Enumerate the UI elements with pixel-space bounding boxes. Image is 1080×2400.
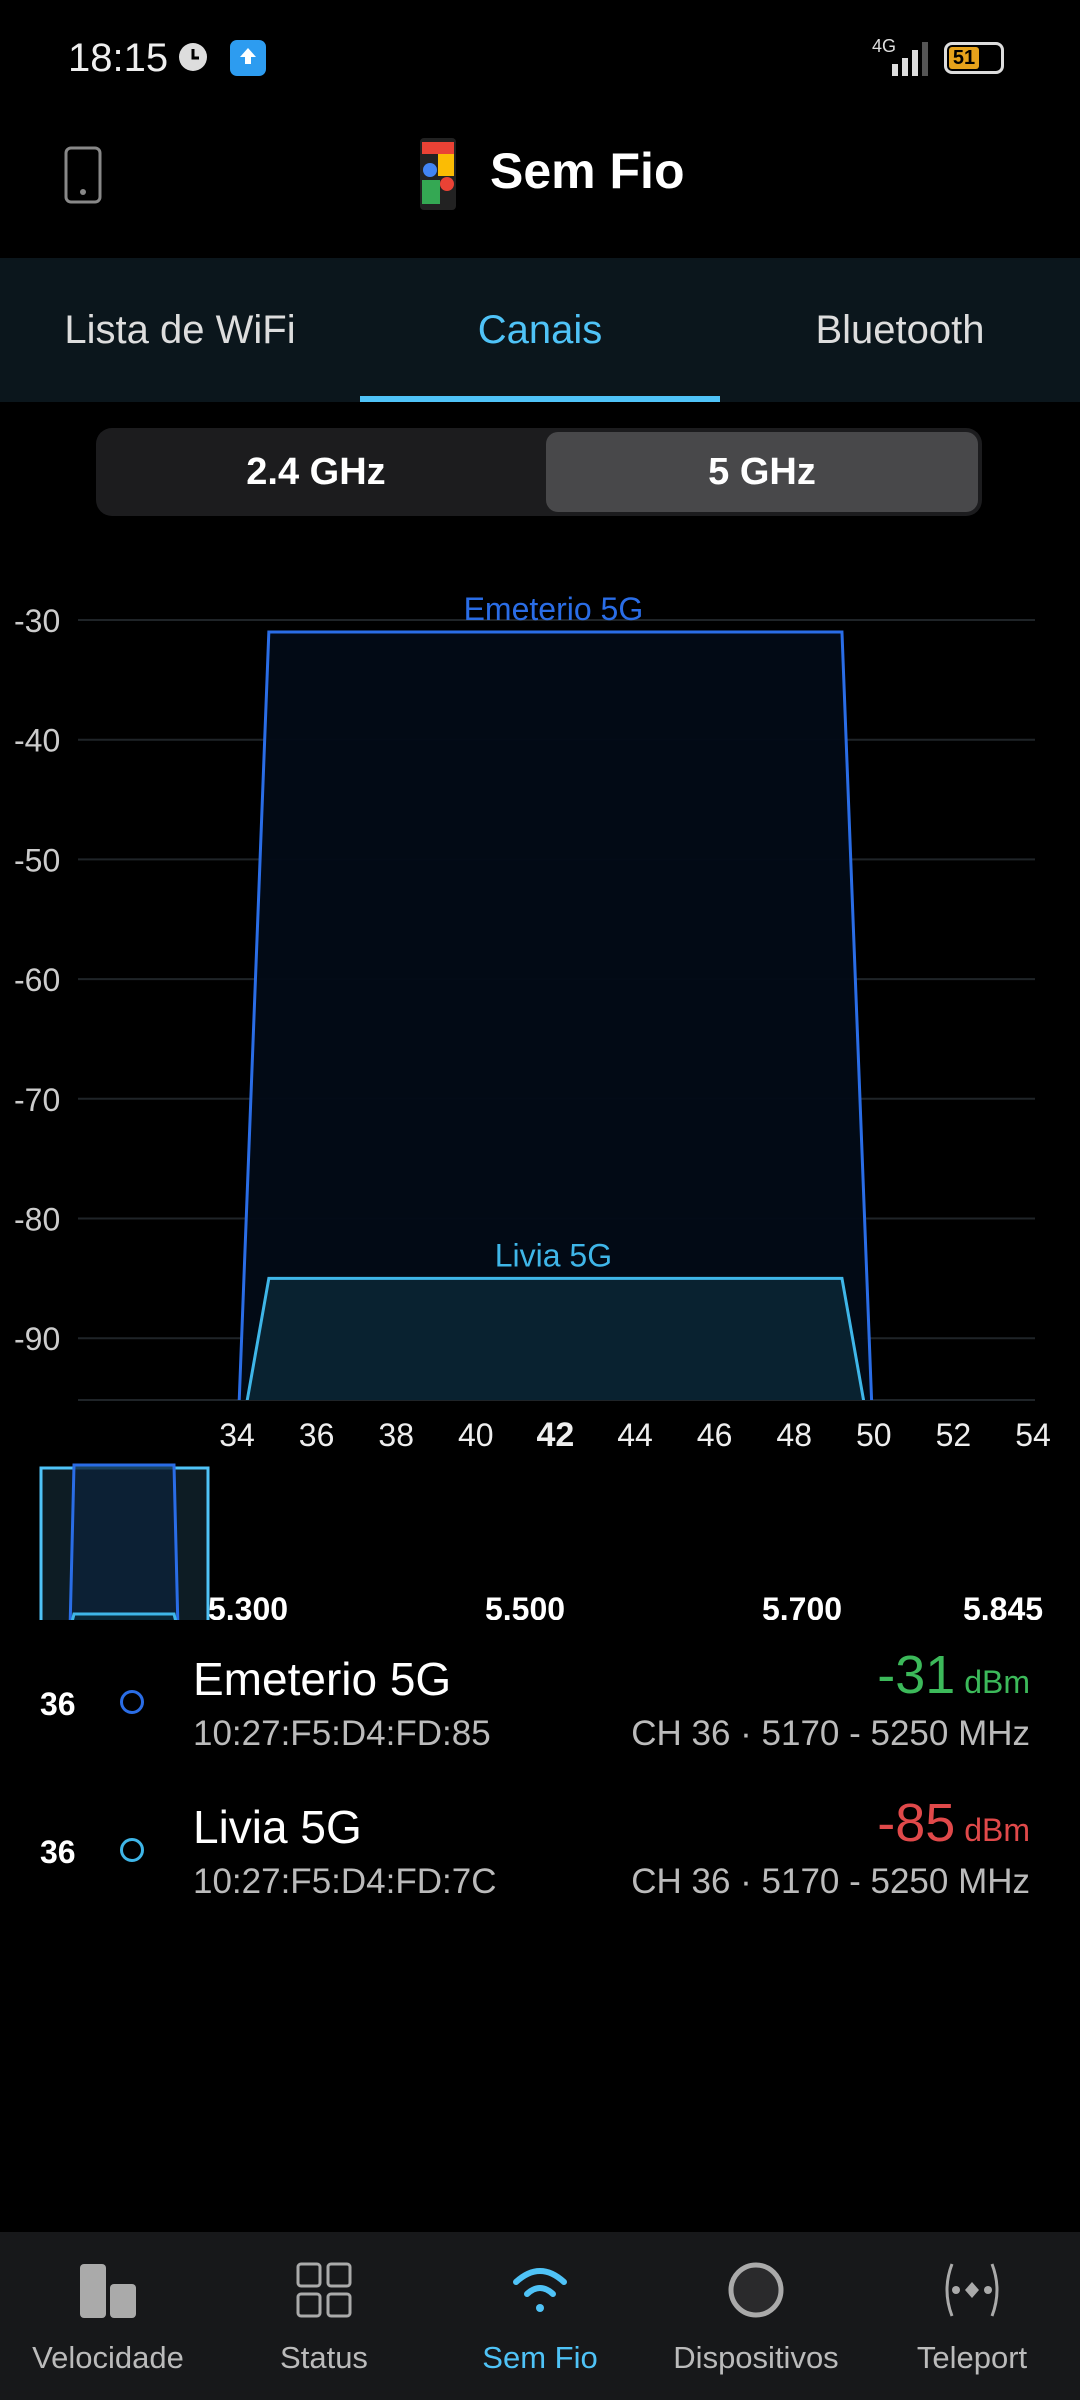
nav-label: Dispositivos [673,2340,839,2375]
x-tick-label: 46 [697,1417,733,1453]
signal-strength: -85 dBm [877,1792,1030,1854]
nav-status[interactable]: Status [216,2232,432,2400]
x-tick-label: 54 [1015,1417,1051,1453]
overview-trapezoid [68,1463,180,1620]
battery-level: 51 [949,47,979,69]
network-mac: 10:27:F5:D4:FD:85 [193,1714,491,1753]
tab-channels[interactable]: Canais [477,307,603,352]
overview-freq-label: 5.300 [208,1591,288,1620]
cloud-upload-icon [230,40,266,76]
nav-velocidade[interactable]: Velocidade [0,2232,216,2400]
channel-info: CH 36 · 5170 - 5250 MHz [631,1714,1030,1753]
signal-value: -85 [877,1793,956,1853]
signal-strength: -31 dBm [877,1644,1030,1706]
tab-bar: Lista de WiFi Canais Bluetooth [0,258,1080,402]
active-tab-indicator [360,396,720,402]
network-color-dot [120,1838,144,1862]
x-tick-label: 50 [856,1417,892,1453]
x-tick-label: 48 [776,1417,812,1453]
x-tick-label: 38 [378,1417,414,1453]
network-label: Livia 5G [495,1237,612,1273]
network-mac: 10:27:F5:D4:FD:7C [193,1862,497,1901]
bottom-nav: Velocidade Status Sem Fio Dispositivos T… [0,2232,1080,2400]
page-title: Sem Fio [490,143,685,199]
y-tick-label: -80 [14,1202,60,1238]
network-trapezoid [237,630,874,1400]
network-name: Livia 5G [193,1801,362,1853]
app-header [0,110,1080,258]
band-toggle: 2.4 GHz 5 GHz [96,428,982,516]
list-item[interactable]: 36 Livia 5G 10:27:F5:D4:FD:7C -85 dBm CH… [0,1788,1080,1936]
signal-value: -31 [877,1645,956,1705]
network-color-dot [120,1690,144,1714]
y-tick-label: -50 [14,842,60,878]
tab-wifi-list[interactable]: Lista de WiFi [64,307,296,352]
x-tick-label: 52 [936,1417,972,1453]
network-label: Emeterio 5G [464,591,644,627]
status-bar: 18:15 4G 51 [0,0,1080,110]
x-tick-label: 36 [299,1417,335,1453]
tab-bluetooth[interactable]: Bluetooth [815,307,985,352]
nav-dispositivos[interactable]: Dispositivos [648,2232,864,2400]
list-item[interactable]: 36 Emeterio 5G 10:27:F5:D4:FD:85 -31 dBm… [0,1640,1080,1788]
signal-icon [892,42,928,76]
y-tick-label: -30 [14,603,60,639]
y-tick-label: -40 [14,723,60,759]
channel-chart: -30 -40 -50 -60 -70 -80 -90 34 36 38 40 42 44 46 48 50 5… [14,591,1051,1620]
nav-label: Sem Fio [482,2340,598,2375]
x-tick-label: 42 [536,1416,574,1454]
channel-info: CH 36 · 5170 - 5250 MHz [631,1862,1030,1901]
signal-unit: dBm [964,1812,1030,1848]
overview-trapezoid [70,1612,178,1620]
app-logo-icon [420,138,456,210]
x-tick-label: 34 [219,1417,255,1453]
nav-label: Teleport [916,2340,1028,2375]
network-type: 4G [872,36,897,56]
teleport-icon [945,2263,999,2317]
clock: 18:15 [68,36,169,80]
y-tick-label: -70 [14,1082,60,1118]
network-trapezoid [245,1276,866,1400]
alarm-icon [179,43,207,71]
grid-icon [296,2262,352,2318]
battery-icon: 51 [944,42,1004,74]
y-tick-label: -90 [14,1321,60,1357]
nav-label: Velocidade [32,2340,184,2375]
speed-bars-icon [80,2264,136,2318]
overview-freq-label: 5.500 [485,1591,565,1620]
channel-number: 36 [40,1834,76,1870]
y-tick-label: -60 [14,962,60,998]
nav-teleport[interactable]: Teleport [864,2232,1080,2400]
devices-circle-icon [728,2262,784,2318]
signal-unit: dBm [964,1664,1030,1700]
channel-number: 36 [40,1686,76,1722]
band-2-4ghz-button[interactable]: 2.4 GHz [246,450,386,493]
wifi-icon [513,2268,567,2312]
x-tick-label: 44 [617,1417,653,1453]
device-icon[interactable] [64,146,102,204]
overview-freq-label: 5.845 [963,1591,1043,1620]
band-5ghz-button[interactable]: 5 GHz [546,432,978,512]
network-name: Emeterio 5G [193,1653,452,1705]
nav-sem-fio[interactable]: Sem Fio [432,2232,648,2400]
x-tick-label: 40 [458,1417,494,1453]
overview-freq-label: 5.700 [762,1591,842,1620]
nav-label: Status [280,2340,368,2375]
